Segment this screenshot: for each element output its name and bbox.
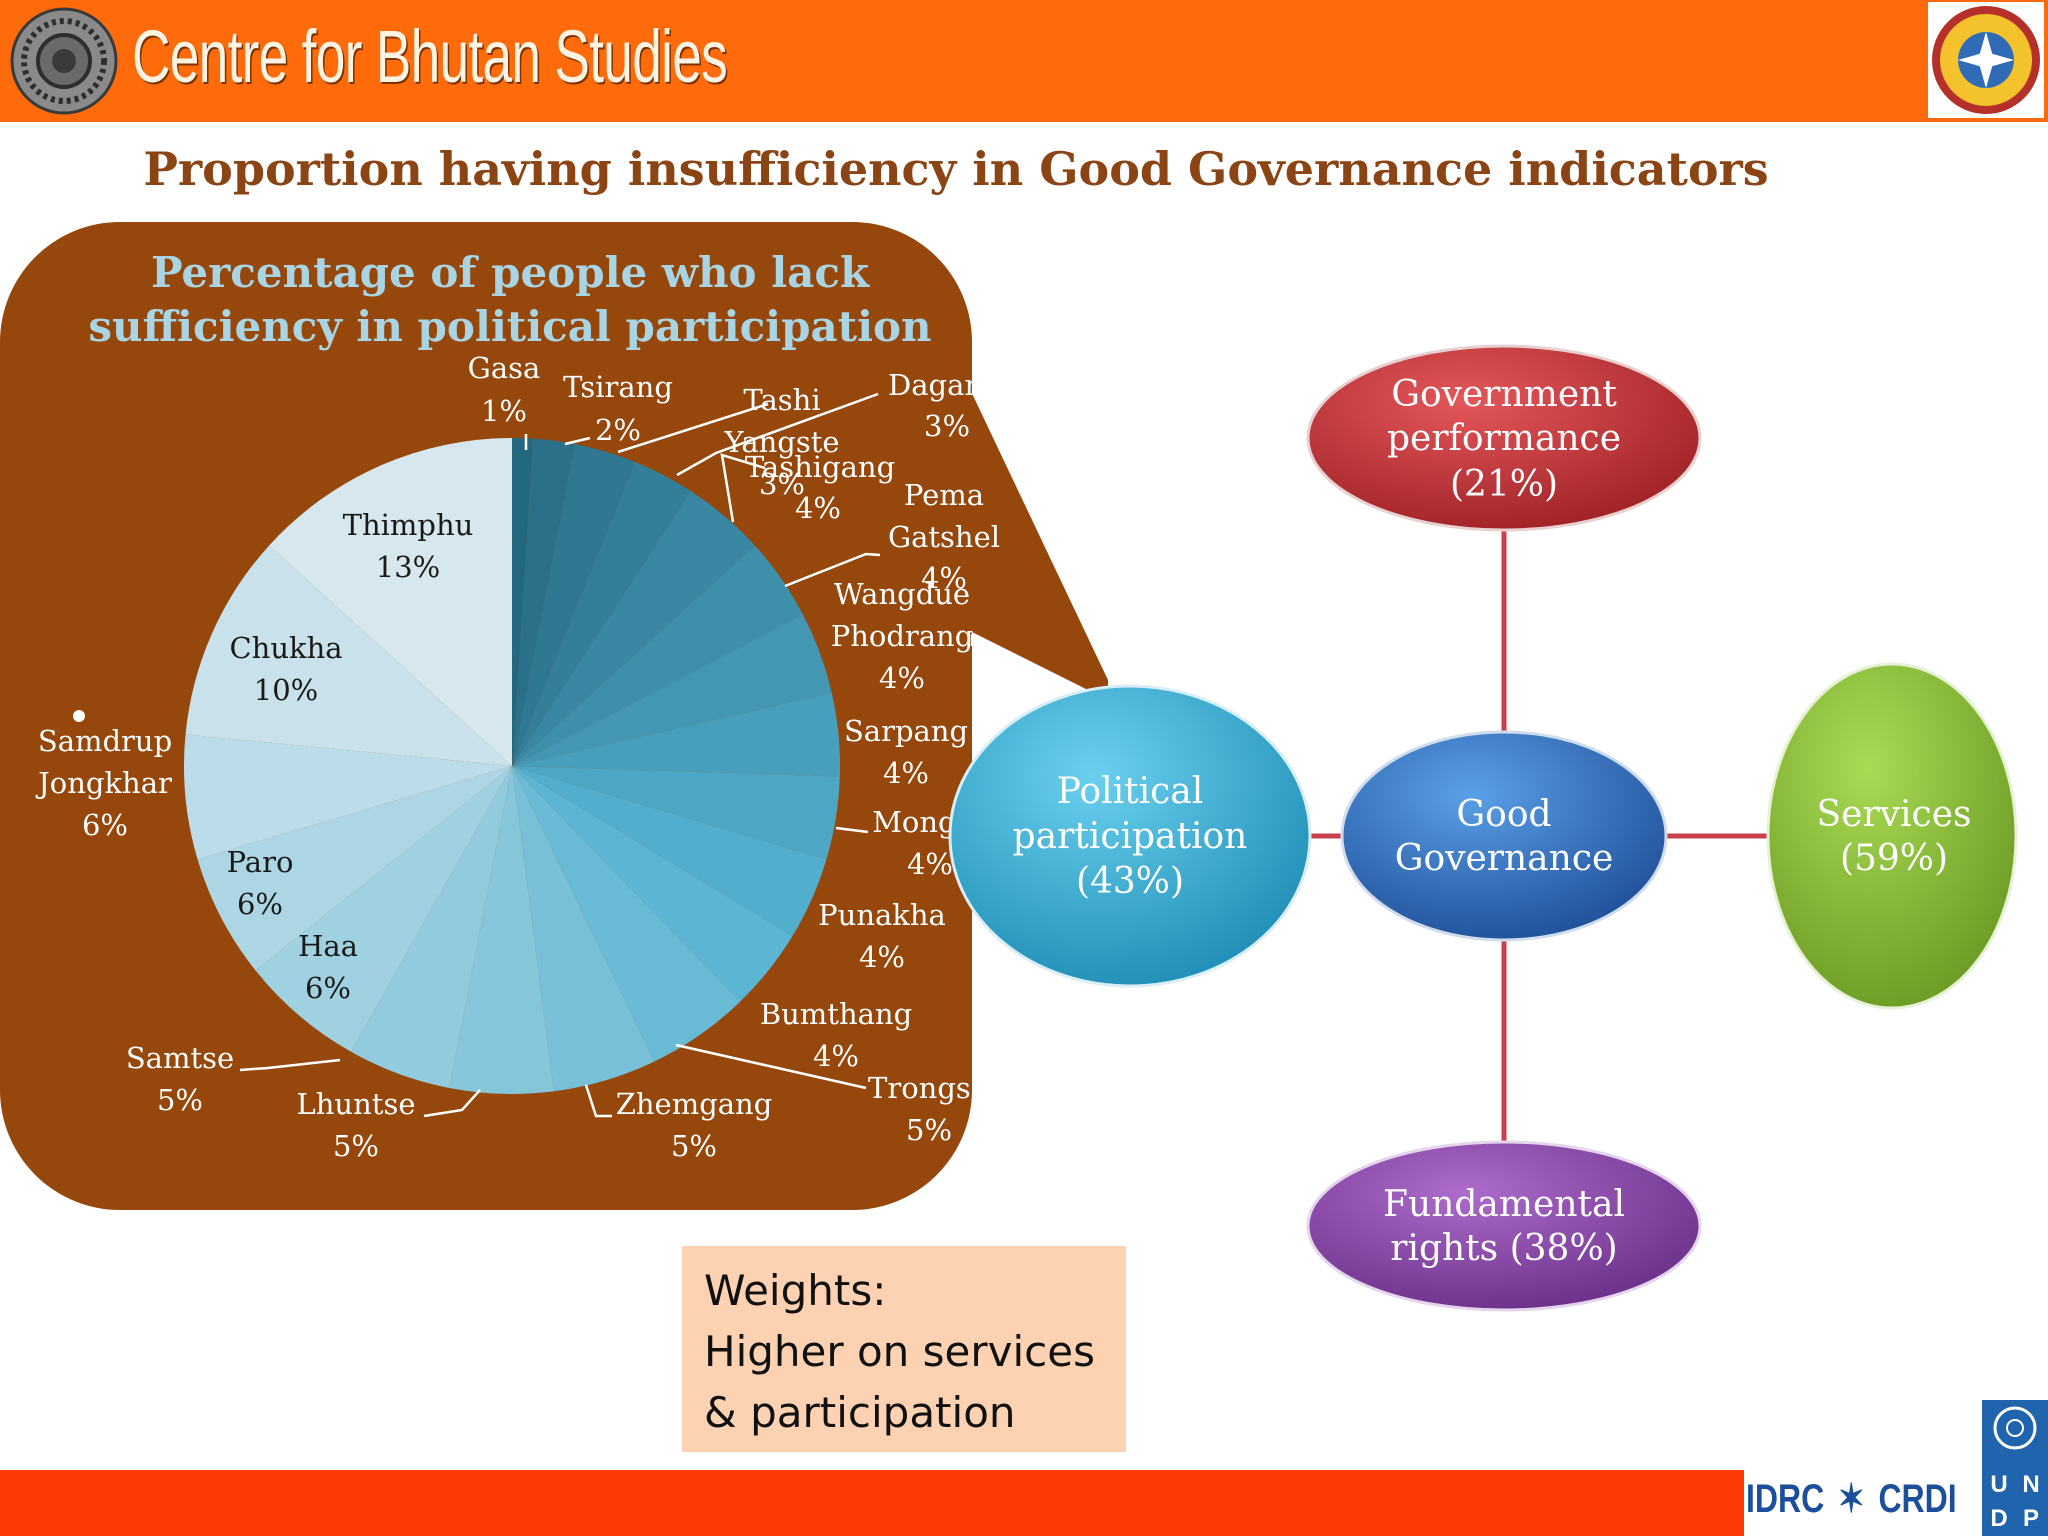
leader-lines bbox=[239, 392, 974, 1118]
chart-title: Percentage of people who lack sufficienc… bbox=[88, 248, 932, 351]
pie-slice-trongsa bbox=[512, 766, 741, 1062]
label-lhuntse: Lhuntse 5% bbox=[297, 1087, 416, 1163]
pie-slice-gasa bbox=[512, 437, 534, 766]
pie-slice-haa bbox=[255, 766, 512, 1052]
pie-slice-zhemgang bbox=[512, 766, 655, 1092]
bhutan-emblem bbox=[1928, 2, 2044, 118]
undp-letter-p: P bbox=[2023, 1505, 2039, 1532]
brand-title: Centre for Bhutan Studies bbox=[132, 15, 728, 98]
label-bumthang: Bumthang 4% bbox=[760, 997, 912, 1073]
pie-slice-bumthang bbox=[512, 766, 793, 1002]
pie-slice-tashigang bbox=[512, 491, 755, 766]
bullet-dot bbox=[73, 710, 85, 722]
pie-slice-pema-gatshel bbox=[512, 545, 803, 766]
label-zhemgang: Zhemgang 5% bbox=[616, 1087, 773, 1163]
label-paro: Paro 6% bbox=[227, 845, 294, 921]
undp-letter-d: D bbox=[1990, 1505, 2007, 1532]
idrc-star-icon: ✶ bbox=[1837, 1477, 1865, 1521]
label-tsirang: Tsirang 2% bbox=[563, 370, 673, 447]
node-services: Services (59%) bbox=[1766, 662, 2018, 1010]
label-pema-gatshel: Pema Gatshel 4% bbox=[888, 478, 1000, 595]
pie-slice-samdrup-jongkhar bbox=[184, 734, 512, 860]
pie-slice-mongar bbox=[512, 766, 840, 860]
partner-logos bbox=[1744, 1470, 1982, 1536]
pie-slice-dagana bbox=[512, 461, 691, 766]
weights-line-3: & participation bbox=[704, 1388, 1016, 1437]
pie-slices bbox=[184, 437, 840, 1095]
label-tashi-yangste: Tashi Yangste 3% bbox=[723, 383, 839, 501]
header-bar bbox=[0, 0, 2048, 122]
governance-connectors bbox=[1310, 505, 1772, 1155]
leader-line-pema-gatshel bbox=[784, 552, 881, 588]
footer-bar bbox=[0, 1470, 1744, 1536]
idrc-text: IDRC bbox=[1746, 1477, 1825, 1521]
node-good-governance: Good Governance bbox=[1340, 730, 1668, 942]
label-trongsa: Trongs 5% bbox=[868, 1071, 971, 1147]
pie-slice-samtse bbox=[351, 766, 512, 1088]
leader-line-tashi-yangste bbox=[617, 402, 769, 454]
pie-slice-wangdue-phodrang bbox=[512, 614, 832, 766]
node-political-participation: Political participation (43%) bbox=[948, 684, 1312, 988]
label-dagana: Dagan 3% bbox=[888, 368, 983, 443]
node-government-performance: Government performance (21%) bbox=[1306, 344, 1702, 532]
undp-letter-u: U bbox=[1990, 1471, 2007, 1498]
pie-slice-sarpang bbox=[512, 693, 840, 777]
crdi-text: CRDI bbox=[1878, 1477, 1957, 1521]
cbs-wheel-logo bbox=[10, 7, 118, 115]
pie-slice-lhuntse bbox=[449, 766, 554, 1095]
node-fundamental-rights: Fundamental rights (38%) bbox=[1306, 1140, 1702, 1312]
leader-line-tsirang bbox=[564, 436, 591, 446]
label-samdrup-jongkhar: Samdrup Jongkhar 6% bbox=[35, 724, 172, 842]
label-thimphu: Thimphu 13% bbox=[343, 508, 474, 584]
leader-line-samtse bbox=[239, 1058, 341, 1072]
leader-line-zhemgang bbox=[584, 1084, 612, 1118]
slide-title: Proportion having insufficiency in Good … bbox=[143, 142, 1769, 196]
label-sarpang: Sarpang 4% bbox=[844, 714, 968, 790]
leader-line-mongar bbox=[835, 826, 869, 834]
label-gasa: Gasa 1% bbox=[468, 351, 541, 428]
pie-slice-tashi-yangste bbox=[512, 444, 636, 766]
weights-line-2: Higher on services bbox=[704, 1327, 1095, 1376]
label-tashigang: Tashigang 4% bbox=[745, 450, 895, 525]
leader-line-dagana bbox=[676, 392, 879, 477]
pie-slice-chukha bbox=[185, 545, 512, 766]
pie-slice-thimphu bbox=[269, 438, 512, 766]
label-samtse: Samtse 5% bbox=[126, 1041, 234, 1117]
pie-slice-paro bbox=[197, 766, 512, 971]
pie-slice-punakha bbox=[512, 766, 827, 937]
undp-letter-n: N bbox=[2022, 1471, 2039, 1498]
label-chukha: Chukha 10% bbox=[229, 631, 342, 707]
idrc-crdi-logo: IDRC ✶ CRDI bbox=[1746, 1476, 1957, 1522]
svg-text:Services(59%): Services (59%) bbox=[1817, 794, 1972, 879]
label-punakha: Punakha 4% bbox=[818, 898, 946, 974]
label-wangdue-phodrang: Wangdue Phodrang 4% bbox=[831, 577, 974, 695]
weights-note: Weights: Higher on services & participat… bbox=[682, 1246, 1126, 1452]
pie-slice-tsirang bbox=[512, 438, 575, 766]
leader-line-lhuntse bbox=[423, 1089, 481, 1118]
leader-line-trongsa bbox=[675, 1043, 867, 1090]
weights-line-1: Weights: bbox=[704, 1266, 887, 1315]
undp-logo: U N D P bbox=[1982, 1400, 2048, 1536]
leader-line-tashigang bbox=[720, 453, 766, 523]
callout-wedge bbox=[968, 385, 1108, 700]
label-haa: Haa 6% bbox=[298, 929, 358, 1005]
